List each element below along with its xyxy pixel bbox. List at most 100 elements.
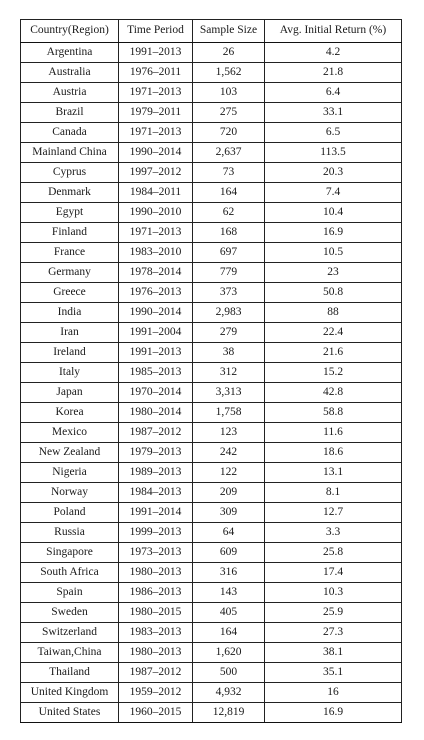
cell-time-period: 1991–2004: [118, 322, 193, 343]
cell-time-period: 1986–2013: [118, 582, 193, 603]
cell-country: United Kingdom: [20, 682, 119, 703]
cell-country: Russia: [20, 522, 119, 543]
cell-country: Finland: [20, 222, 119, 243]
cell-avg-initial-return: 6.4: [264, 82, 402, 103]
cell-sample-size: 779: [192, 262, 265, 283]
cell-time-period: 1984–2013: [118, 482, 193, 503]
table-row: Germany 1978–2014 779 23: [20, 262, 402, 283]
cell-avg-initial-return: 17.4: [264, 562, 402, 583]
cell-avg-initial-return: 16: [264, 682, 402, 703]
cell-sample-size: 275: [192, 102, 265, 123]
cell-country: Egypt: [20, 202, 119, 223]
cell-time-period: 1990–2014: [118, 142, 193, 163]
cell-time-period: 1979–2011: [118, 102, 193, 123]
header-time-period: Time Period: [118, 19, 193, 43]
cell-sample-size: 405: [192, 602, 265, 623]
cell-sample-size: 123: [192, 422, 265, 443]
cell-sample-size: 720: [192, 122, 265, 143]
cell-country: Canada: [20, 122, 119, 143]
table-row: Cyprus 1997–2012 73 20.3: [20, 162, 402, 183]
cell-time-period: 1989–2013: [118, 462, 193, 483]
cell-sample-size: 122: [192, 462, 265, 483]
cell-time-period: 1978–2014: [118, 262, 193, 283]
cell-time-period: 1980–2014: [118, 402, 193, 423]
cell-time-period: 1985–2013: [118, 362, 193, 383]
cell-avg-initial-return: 15.2: [264, 362, 402, 383]
table-row: France 1983–2010 697 10.5: [20, 242, 402, 263]
table-row: Poland 1991–2014 309 12.7: [20, 502, 402, 523]
cell-country: Sweden: [20, 602, 119, 623]
cell-sample-size: 62: [192, 202, 265, 223]
cell-country: Thailand: [20, 662, 119, 683]
cell-sample-size: 168: [192, 222, 265, 243]
cell-time-period: 1973–2013: [118, 542, 193, 563]
table-row: Greece 1976–2013 373 50.8: [20, 282, 402, 303]
table-row: Singapore 1973–2013 609 25.8: [20, 542, 402, 563]
header-avg-initial-return: Avg. Initial Return (%): [264, 19, 402, 43]
cell-sample-size: 2,637: [192, 142, 265, 163]
cell-country: Italy: [20, 362, 119, 383]
table-row: Mainland China 1990–2014 2,637 113.5: [20, 142, 402, 163]
cell-time-period: 1991–2014: [118, 502, 193, 523]
cell-sample-size: 12,819: [192, 702, 265, 723]
table-row: Italy 1985–2013 312 15.2: [20, 362, 402, 383]
cell-avg-initial-return: 25.8: [264, 542, 402, 563]
cell-time-period: 1979–2013: [118, 442, 193, 463]
header-country: Country(Region): [20, 19, 119, 43]
table-row: Sweden 1980–2015 405 25.9: [20, 602, 402, 623]
cell-time-period: 1983–2010: [118, 242, 193, 263]
cell-sample-size: 103: [192, 82, 265, 103]
cell-avg-initial-return: 16.9: [264, 702, 402, 723]
cell-sample-size: 697: [192, 242, 265, 263]
cell-avg-initial-return: 12.7: [264, 502, 402, 523]
cell-country: France: [20, 242, 119, 263]
cell-time-period: 1980–2015: [118, 602, 193, 623]
cell-avg-initial-return: 22.4: [264, 322, 402, 343]
cell-avg-initial-return: 33.1: [264, 102, 402, 123]
cell-country: India: [20, 302, 119, 323]
cell-avg-initial-return: 8.1: [264, 482, 402, 503]
cell-country: Austria: [20, 82, 119, 103]
cell-country: Taiwan,China: [20, 642, 119, 663]
table-row: South Africa 1980–2013 316 17.4: [20, 562, 402, 583]
table-row: Spain 1986–2013 143 10.3: [20, 582, 402, 603]
cell-avg-initial-return: 3.3: [264, 522, 402, 543]
cell-avg-initial-return: 18.6: [264, 442, 402, 463]
cell-avg-initial-return: 50.8: [264, 282, 402, 303]
table-row: United Kingdom 1959–2012 4,932 16: [20, 682, 402, 703]
cell-country: Korea: [20, 402, 119, 423]
cell-avg-initial-return: 21.8: [264, 62, 402, 83]
cell-avg-initial-return: 88: [264, 302, 402, 323]
cell-time-period: 1987–2012: [118, 422, 193, 443]
cell-avg-initial-return: 23: [264, 262, 402, 283]
cell-time-period: 1999–2013: [118, 522, 193, 543]
cell-avg-initial-return: 11.6: [264, 422, 402, 443]
cell-country: Iran: [20, 322, 119, 343]
cell-country: Switzerland: [20, 622, 119, 643]
table-row: Russia 1999–2013 64 3.3: [20, 522, 402, 543]
cell-avg-initial-return: 42.8: [264, 382, 402, 403]
cell-avg-initial-return: 38.1: [264, 642, 402, 663]
cell-time-period: 1959–2012: [118, 682, 193, 703]
cell-avg-initial-return: 21.6: [264, 342, 402, 363]
cell-country: South Africa: [20, 562, 119, 583]
cell-sample-size: 2,983: [192, 302, 265, 323]
cell-time-period: 1984–2011: [118, 182, 193, 203]
cell-country: Ireland: [20, 342, 119, 363]
cell-sample-size: 3,313: [192, 382, 265, 403]
cell-avg-initial-return: 27.3: [264, 622, 402, 643]
cell-avg-initial-return: 20.3: [264, 162, 402, 183]
cell-time-period: 1983–2013: [118, 622, 193, 643]
cell-sample-size: 164: [192, 182, 265, 203]
cell-sample-size: 609: [192, 542, 265, 563]
cell-sample-size: 73: [192, 162, 265, 183]
table-row: Thailand 1987–2012 500 35.1: [20, 662, 402, 683]
cell-time-period: 1960–2015: [118, 702, 193, 723]
cell-avg-initial-return: 58.8: [264, 402, 402, 423]
cell-country: Cyprus: [20, 162, 119, 183]
table-row: Norway 1984–2013 209 8.1: [20, 482, 402, 503]
cell-sample-size: 38: [192, 342, 265, 363]
cell-country: Mainland China: [20, 142, 119, 163]
cell-time-period: 1987–2012: [118, 662, 193, 683]
cell-time-period: 1976–2013: [118, 282, 193, 303]
